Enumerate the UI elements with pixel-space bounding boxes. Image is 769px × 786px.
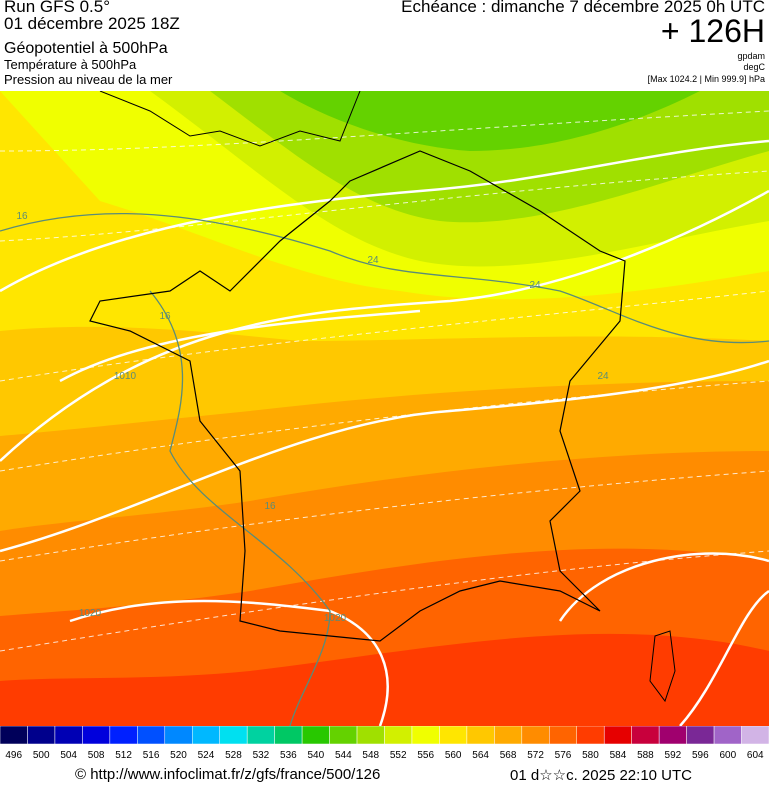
- color-swatch: [164, 726, 193, 745]
- contour-label: 16: [16, 211, 28, 222]
- colorbar-label: 580: [582, 750, 599, 761]
- contour-label: 1010: [114, 371, 137, 382]
- colorbar-label: 532: [253, 750, 270, 761]
- unit: gpdam: [737, 51, 765, 61]
- colorbar-label: 604: [747, 750, 764, 761]
- color-swatch: [192, 726, 220, 745]
- colorbar-label: 540: [307, 750, 324, 761]
- color-swatch: [658, 726, 687, 745]
- contour-label: 1020: [324, 613, 347, 624]
- color-swatch: [686, 726, 715, 745]
- colorbar-label: 536: [280, 750, 297, 761]
- contour-label: 1020: [79, 608, 102, 619]
- color-swatch: [301, 726, 330, 745]
- colorbar-label: 556: [417, 750, 434, 761]
- color-swatch: [411, 726, 440, 745]
- field: Température à 500hPa: [4, 57, 137, 72]
- color-swatch: [384, 726, 413, 745]
- contour-label: 16: [264, 501, 276, 512]
- colorbar-label: 572: [527, 750, 544, 761]
- colorbar-label: 596: [692, 750, 709, 761]
- color-swatch: [356, 726, 385, 745]
- color-swatch: [82, 726, 111, 745]
- color-swatch: [521, 726, 550, 745]
- color-swatch: [27, 726, 56, 745]
- color-swatch: [0, 726, 28, 745]
- color-swatch: [741, 726, 769, 745]
- height-contours: [0, 212, 769, 726]
- colorbar-label: 560: [445, 750, 462, 761]
- colorbar-label: 504: [60, 750, 77, 761]
- band: [280, 91, 700, 151]
- run: Run GFS 0.5°: [4, 0, 111, 16]
- color-swatch: [466, 726, 495, 745]
- colorbar-label: 496: [5, 750, 22, 761]
- color-swatch: [329, 726, 358, 745]
- colorbar-label: 568: [500, 750, 517, 761]
- run-date: 01 décembre 2025 18Z: [4, 14, 180, 33]
- color-swatch: [549, 726, 577, 745]
- color-swatch: [54, 726, 83, 745]
- colorbar-label: 584: [610, 750, 627, 761]
- colorbar-label: 544: [335, 750, 352, 761]
- color-swatch: [494, 726, 523, 745]
- color-swatch: [274, 726, 303, 745]
- colorbar-label: 588: [637, 750, 654, 761]
- contour-label: 24: [367, 255, 379, 266]
- field: Pression au niveau de la mer: [4, 72, 173, 87]
- colorbar-label: 564: [472, 750, 489, 761]
- colorbar-label: 500: [33, 750, 50, 761]
- field: Géopotentiel à 500hPa: [4, 40, 168, 57]
- color-swatch: [631, 726, 660, 745]
- isobars: [0, 139, 769, 726]
- colorbar-label: 512: [115, 750, 132, 761]
- color-swatch: [219, 726, 248, 745]
- valid-time: Echéance : dimanche 7 décembre 2025 0h U…: [401, 0, 765, 16]
- colorbar-label: 576: [555, 750, 572, 761]
- unit: degC: [743, 62, 765, 72]
- colorbar-label: 520: [170, 750, 187, 761]
- colorbar-label: 552: [390, 750, 407, 761]
- colorbar-label: 528: [225, 750, 242, 761]
- source-url: © http://www.infoclimat.fr/z/gfs/france/…: [75, 766, 381, 783]
- colorbar-label: 516: [143, 750, 160, 761]
- colorbar-label: 548: [362, 750, 379, 761]
- timestamp: 01 d☆☆c. 2025 22:10 UTC: [510, 767, 692, 784]
- contour-label: 24: [529, 280, 541, 291]
- color-swatch: [246, 726, 275, 745]
- colorbar-label: 592: [665, 750, 682, 761]
- contour-label: 24: [597, 371, 609, 382]
- color-swatch: [109, 726, 138, 745]
- france-coast: [89, 150, 626, 642]
- england-coast: [99, 91, 361, 147]
- map: 16 24 24 16 1010 24 16 1020 1020: [0, 91, 769, 726]
- corsica: [649, 630, 676, 703]
- color-swatch: [713, 726, 742, 745]
- colorbar-label: 508: [88, 750, 105, 761]
- color-swatch: [576, 726, 605, 745]
- color-swatch: [603, 726, 632, 745]
- colorbar-label: 524: [198, 750, 215, 761]
- color-swatch: [439, 726, 468, 745]
- color-swatch: [137, 726, 166, 745]
- range: [Max 1024.2 | Min 999.9] hPa: [647, 74, 765, 84]
- lead-time: + 126H: [660, 13, 765, 49]
- colorbar-label: 600: [719, 750, 736, 761]
- contour-label: 16: [159, 311, 171, 322]
